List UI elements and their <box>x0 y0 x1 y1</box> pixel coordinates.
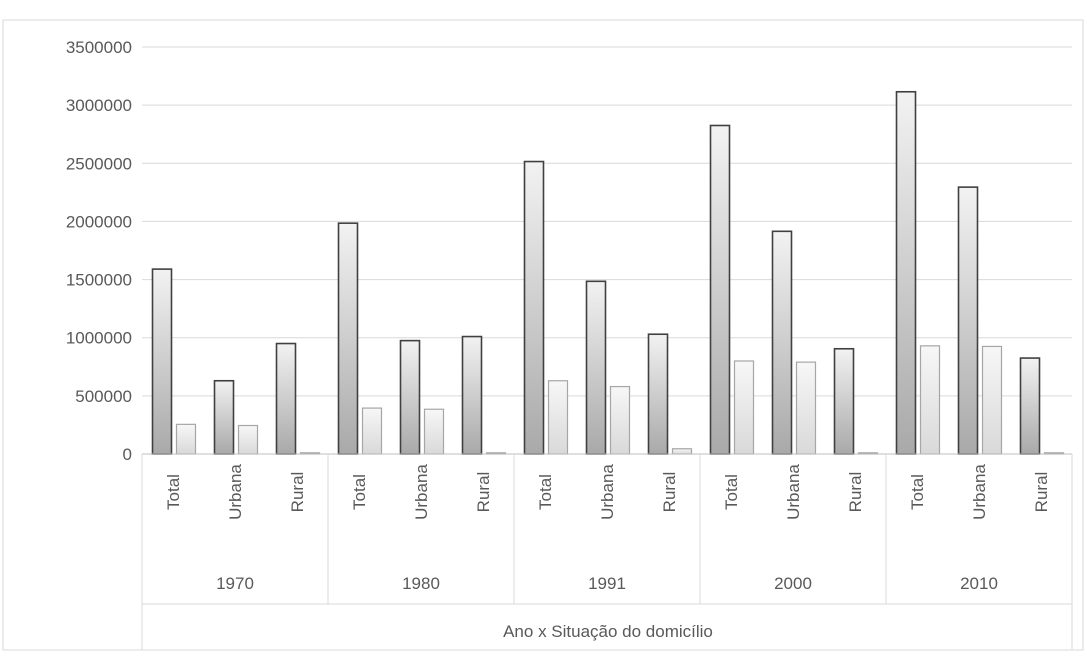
x-category-label: Urbana <box>970 464 989 520</box>
x-category-label: Urbana <box>412 464 431 520</box>
bar-1980-urbana-series-2 <box>423 408 445 455</box>
bar-2000-urbana-series-2 <box>795 361 817 455</box>
x-category-label: Rural <box>1032 472 1051 513</box>
bar-1980-total-series-2 <box>361 407 383 455</box>
bar-2010-total-series-1 <box>895 90 917 455</box>
bar-1980-urbana-series-1 <box>399 339 421 455</box>
x-category-label: Total <box>722 474 741 510</box>
y-tick-label: 2000000 <box>66 212 132 231</box>
x-group-label: 1980 <box>402 574 440 593</box>
bar-1970-total-series-1 <box>151 268 173 455</box>
x-group-label: 2010 <box>960 574 998 593</box>
bar-2010-rural-series-1 <box>1019 357 1041 455</box>
x-category-label: Urbana <box>226 464 245 520</box>
bar-1991-rural-series-2 <box>671 448 693 455</box>
y-tick-label: 3500000 <box>66 38 132 57</box>
y-tick-label: 500000 <box>75 387 132 406</box>
x-group-label: 2000 <box>774 574 812 593</box>
bar-1970-rural-series-1 <box>275 342 297 455</box>
bar-2000-total-series-1 <box>709 124 731 455</box>
bar-2000-rural-series-1 <box>833 347 855 455</box>
y-tick-label: 1000000 <box>66 329 132 348</box>
gridlines <box>142 46 1072 397</box>
y-axis-ticks: 0 500000 1000000 1500000 2000000 2500000 30000… <box>66 38 132 464</box>
x-category-label: Rural <box>288 472 307 513</box>
x-category-label: Urbana <box>598 464 617 520</box>
x-category-label: Rural <box>660 472 679 513</box>
bar-1970-urbana-series-2 <box>237 424 259 455</box>
bar-1991-total-series-2 <box>547 380 569 455</box>
x-axis-title: Ano x Situação do domicílio <box>503 622 713 641</box>
bar-2000-total-series-2 <box>733 360 755 455</box>
x-category-label: Rural <box>474 472 493 513</box>
bar-1991-rural-series-1 <box>647 333 669 455</box>
x-group-label: 1970 <box>216 574 254 593</box>
bar-1991-total-series-1 <box>523 160 545 455</box>
x-category-label: Total <box>908 474 927 510</box>
bar-1991-urbana-series-1 <box>585 280 607 455</box>
y-tick-label: 2500000 <box>66 154 132 173</box>
x-category-label: Rural <box>846 472 865 513</box>
bar-1980-rural-series-1 <box>461 335 483 455</box>
bars <box>151 90 1065 455</box>
y-tick-label: 0 <box>123 445 132 464</box>
x-category-label: Total <box>350 474 369 510</box>
bar-2000-urbana-series-1 <box>771 230 793 455</box>
x-category-label: Total <box>164 474 183 510</box>
x-group-label: 1991 <box>588 574 626 593</box>
bar-2010-urbana-series-2 <box>981 345 1003 455</box>
y-tick-label: 1500000 <box>66 271 132 290</box>
y-tick-label: 3000000 <box>66 96 132 115</box>
x-axis: Total Urbana Rural 1970 Total Urbana Rural 1980… <box>141 453 1073 650</box>
x-category-label: Urbana <box>784 464 803 520</box>
bar-1970-urbana-series-1 <box>213 379 235 455</box>
bar-1980-total-series-1 <box>337 222 359 455</box>
x-category-label: Total <box>536 474 555 510</box>
bar-1970-total-series-2 <box>175 423 197 455</box>
bar-2010-urbana-series-1 <box>957 186 979 455</box>
bar-1991-urbana-series-2 <box>609 385 631 455</box>
bar-2010-total-series-2 <box>919 345 941 455</box>
